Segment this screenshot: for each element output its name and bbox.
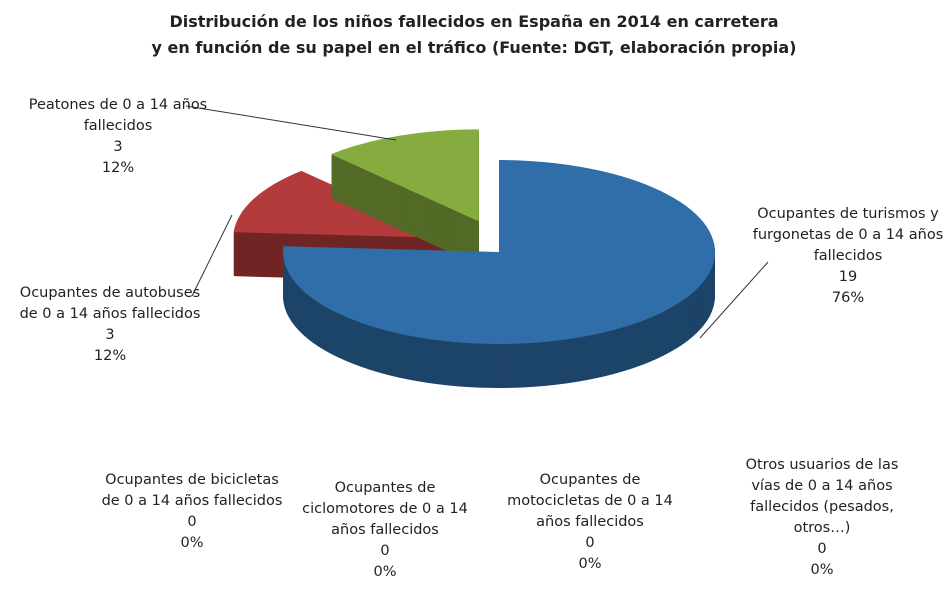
percentage-label: 12%	[93, 348, 127, 364]
chart-subtitle: y en función de su papel en el tráfico (…	[151, 38, 797, 57]
category-label: Ocupantes de motocicletas de 0 a 14 años…	[507, 472, 673, 530]
value-label: 19	[838, 269, 858, 285]
percentage-label: 0%	[373, 564, 397, 580]
data-label: Ocupantes de turismos y furgonetas de 0 …	[752, 204, 944, 309]
slice	[330, 129, 479, 266]
slice	[283, 160, 715, 389]
leader-line	[699, 261, 769, 339]
category-label: Ocupantes de autobuses de 0 a 14 años fa…	[19, 285, 201, 322]
data-label: Ocupantes de autobuses de 0 a 14 años fa…	[18, 283, 202, 367]
percentage-label: 0%	[810, 562, 834, 578]
value-label: 3	[105, 327, 115, 343]
data-label: Peatones de 0 a 14 años fallecidos 3 12%	[28, 95, 208, 179]
percentage-label: 12%	[101, 160, 135, 176]
category-label: Ocupantes de turismos y furgonetas de 0 …	[752, 206, 944, 264]
data-label: Otros usuarios de las vías de 0 a 14 año…	[730, 455, 914, 581]
data-label: Ocupantes de motocicletas de 0 a 14 años…	[495, 470, 685, 575]
slice-top	[283, 160, 715, 344]
value-label: 0	[380, 543, 390, 559]
chart-title: Distribución de los niños fallecidos en …	[169, 12, 779, 31]
data-label: Ocupantes de ciclomotores de 0 a 14 años…	[292, 478, 478, 583]
value-label: 0	[585, 535, 595, 551]
category-label: Ocupantes de ciclomotores de 0 a 14 años…	[302, 480, 468, 538]
leader-line	[185, 105, 397, 141]
value-label: 0	[817, 541, 827, 557]
percentage-label: 0%	[578, 556, 602, 572]
slices	[233, 129, 715, 389]
category-label: Ocupantes de bicicletas de 0 a 14 años f…	[101, 472, 283, 509]
percentage-label: 0%	[180, 535, 204, 551]
category-label: Peatones de 0 a 14 años fallecidos	[28, 97, 208, 134]
leaders	[185, 105, 769, 339]
percentage-label: 76%	[831, 290, 865, 306]
value-label: 3	[113, 139, 123, 155]
slice-top	[330, 129, 479, 222]
category-label: Otros usuarios de las vías de 0 a 14 año…	[745, 457, 899, 536]
leader-line	[191, 214, 233, 297]
value-label: 0	[187, 514, 197, 530]
data-label: Ocupantes de bicicletas de 0 a 14 años f…	[100, 470, 284, 554]
